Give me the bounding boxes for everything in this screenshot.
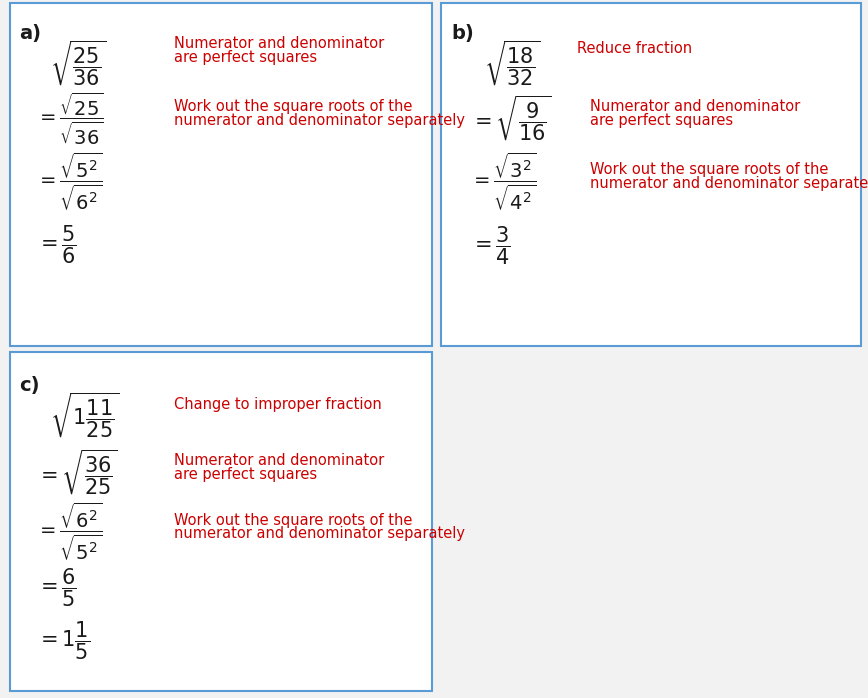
Text: numerator and denominator separately: numerator and denominator separately	[590, 176, 868, 191]
Text: a): a)	[19, 24, 41, 43]
Text: are perfect squares: are perfect squares	[174, 50, 317, 65]
Text: $=\dfrac{3}{4}$: $=\dfrac{3}{4}$	[470, 225, 511, 267]
Text: Work out the square roots of the: Work out the square roots of the	[174, 99, 412, 114]
Text: $\sqrt{1\dfrac{11}{25}}$: $\sqrt{1\dfrac{11}{25}}$	[50, 391, 120, 440]
Text: $=1\dfrac{1}{5}$: $=1\dfrac{1}{5}$	[36, 620, 90, 662]
Text: numerator and denominator separately: numerator and denominator separately	[174, 113, 464, 128]
Text: $=\dfrac{\sqrt{5^2}}{\sqrt{6^2}}$: $=\dfrac{\sqrt{5^2}}{\sqrt{6^2}}$	[36, 151, 102, 212]
Text: numerator and denominator separately: numerator and denominator separately	[174, 526, 464, 542]
Text: are perfect squares: are perfect squares	[590, 113, 733, 128]
Text: b): b)	[451, 24, 474, 43]
Text: are perfect squares: are perfect squares	[174, 467, 317, 482]
Text: Numerator and denominator: Numerator and denominator	[174, 36, 384, 51]
Text: $\sqrt{\dfrac{18}{32}}$: $\sqrt{\dfrac{18}{32}}$	[484, 38, 541, 87]
Bar	[441, 3, 861, 346]
Bar	[10, 3, 432, 346]
Text: Numerator and denominator: Numerator and denominator	[590, 99, 800, 114]
Text: $=\dfrac{\sqrt{3^2}}{\sqrt{4^2}}$: $=\dfrac{\sqrt{3^2}}{\sqrt{4^2}}$	[470, 151, 536, 212]
Text: $=\dfrac{6}{5}$: $=\dfrac{6}{5}$	[36, 567, 77, 609]
Text: Work out the square roots of the: Work out the square roots of the	[590, 162, 829, 177]
Bar	[10, 352, 432, 691]
Text: $\sqrt{\dfrac{25}{36}}$: $\sqrt{\dfrac{25}{36}}$	[50, 38, 107, 87]
Text: c): c)	[19, 376, 40, 394]
Text: Numerator and denominator: Numerator and denominator	[174, 453, 384, 468]
Text: $=\sqrt{\dfrac{36}{25}}$: $=\sqrt{\dfrac{36}{25}}$	[36, 448, 118, 497]
Text: $=\sqrt{\dfrac{9}{16}}$: $=\sqrt{\dfrac{9}{16}}$	[470, 94, 552, 143]
Text: $=\dfrac{\sqrt{6^2}}{\sqrt{5^2}}$: $=\dfrac{\sqrt{6^2}}{\sqrt{5^2}}$	[36, 501, 102, 563]
Text: Reduce fraction: Reduce fraction	[577, 41, 693, 57]
Text: Change to improper fraction: Change to improper fraction	[174, 397, 381, 413]
Text: Work out the square roots of the: Work out the square roots of the	[174, 512, 412, 528]
Text: $=\dfrac{\sqrt{25}}{\sqrt{36}}$: $=\dfrac{\sqrt{25}}{\sqrt{36}}$	[36, 91, 103, 147]
Text: $=\dfrac{5}{6}$: $=\dfrac{5}{6}$	[36, 223, 77, 265]
